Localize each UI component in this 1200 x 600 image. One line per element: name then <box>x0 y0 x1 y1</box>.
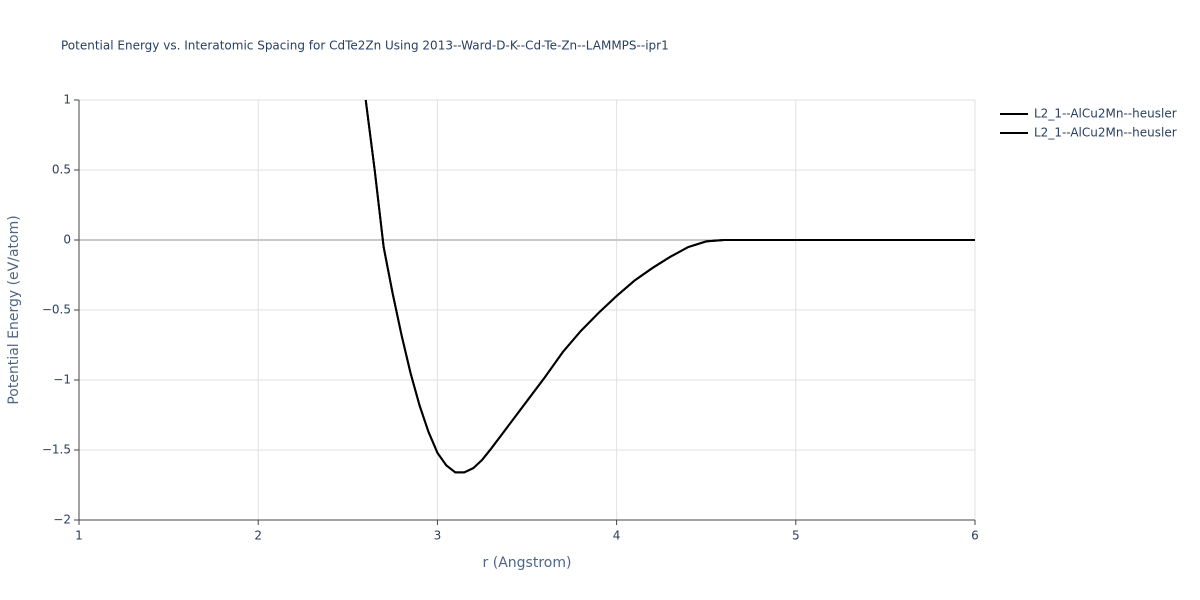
legend-label: L2_1--AlCu2Mn--heusler <box>1034 107 1177 121</box>
legend-label: L2_1--AlCu2Mn--heusler <box>1034 126 1177 140</box>
x-tick-label: 1 <box>75 529 83 543</box>
y-tick-label: 0.5 <box>52 163 71 177</box>
y-tick-label: 1 <box>63 93 71 107</box>
chart-title: Potential Energy vs. Interatomic Spacing… <box>61 39 669 53</box>
x-tick-label: 4 <box>613 529 621 543</box>
y-tick-label: −0.5 <box>42 303 71 317</box>
y-axis-title: Potential Energy (eV/atom) <box>6 215 22 404</box>
line-series <box>364 99 975 474</box>
y-tick-label: −2 <box>53 513 71 527</box>
x-axis-title: r (Angstrom) <box>483 555 572 571</box>
x-tick-label: 6 <box>971 529 979 543</box>
x-tick-label: 3 <box>434 529 442 543</box>
y-tick-label: 0 <box>63 233 71 247</box>
x-tick-label: 2 <box>254 529 262 543</box>
x-tick-label: 5 <box>792 529 800 543</box>
y-tick-label: −1 <box>53 373 71 387</box>
line-series <box>364 99 975 474</box>
y-tick-label: −1.5 <box>42 443 71 457</box>
